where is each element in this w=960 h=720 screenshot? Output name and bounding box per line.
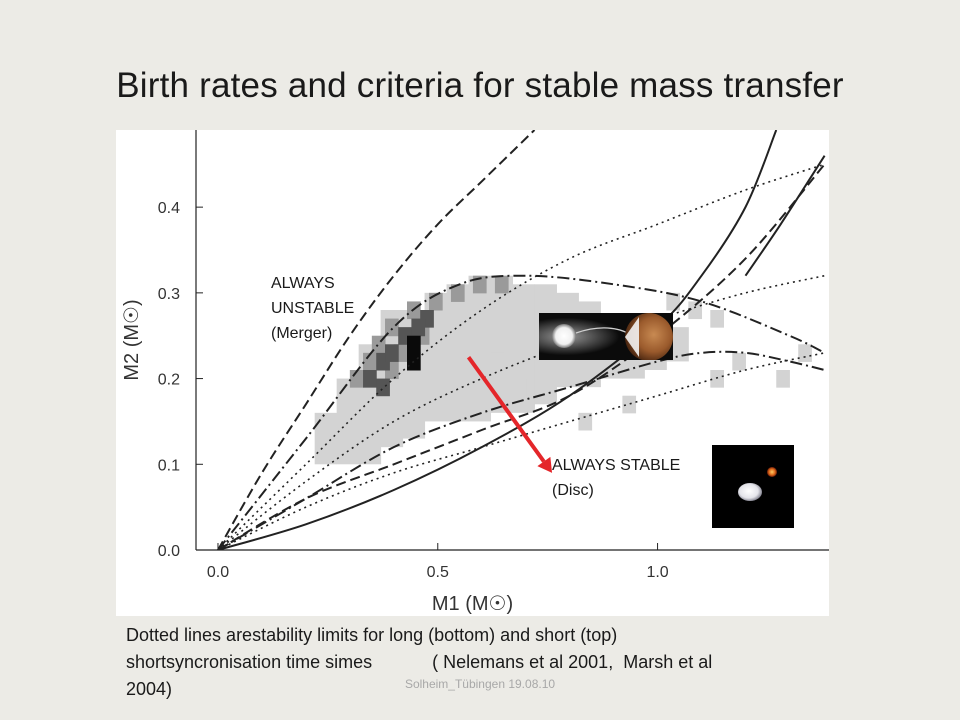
disc-illustration-image [712, 445, 794, 528]
solid-curve [744, 155, 826, 277]
density-cell [336, 378, 360, 465]
density-cell [407, 335, 421, 354]
caption-line-2: shortsyncronisation time simes ( Neleman… [126, 652, 713, 672]
y-tick-label: 0.0 [158, 543, 180, 560]
slide-footer: Solheim_Tübingen 19.08.10 [404, 677, 556, 691]
y-tick-label: 0.1 [158, 457, 180, 474]
density-cell [622, 395, 637, 414]
density-cell [376, 378, 390, 397]
dotted-curve [217, 163, 825, 550]
red-arrow-shaft [466, 355, 546, 463]
density-cell [710, 370, 724, 388]
chart-figure: 0.0 0.5 1.0 0.0 0.1 0.2 0.3 0.4 M1 (M☉) M2 (M☉) A… [116, 130, 829, 616]
unstable-label-line3: (Merger) [271, 325, 333, 342]
density-cell [468, 275, 492, 422]
density-cell [710, 310, 724, 328]
merger-illustration-image [539, 313, 673, 360]
dashdot-curve [217, 350, 825, 550]
density-cell [798, 344, 812, 362]
y-tick-label: 0.4 [158, 200, 180, 217]
stable-label-line1: ALWAYS STABLE [552, 457, 681, 474]
unstable-label-line1: ALWAYS [271, 275, 335, 292]
red-arrow-head [537, 456, 553, 473]
dashdot-curve [217, 274, 826, 550]
density-cell [688, 301, 703, 320]
density-cell [411, 318, 426, 337]
density-cell [512, 378, 527, 397]
y-axis-label: M2 (M☉) [121, 299, 143, 380]
density-cell [314, 412, 338, 465]
density-cell [578, 412, 593, 431]
y-tick-label: 0.3 [158, 286, 180, 303]
x-tick-label: 0.0 [207, 564, 229, 581]
density-cell [446, 284, 470, 422]
density-cell [494, 275, 509, 294]
density-cell [363, 370, 377, 388]
caption-line-1: Dotted lines arestability limits for lon… [126, 625, 618, 645]
stable-region-label: ALWAYS STABLE (Disc) [552, 453, 680, 503]
density-cell [732, 352, 746, 371]
x-tick-label: 0.5 [427, 564, 449, 581]
chart-plot: 0.0 0.5 1.0 0.0 0.1 0.2 0.3 0.4 M1 (M☉) M2 (M☉) [121, 130, 829, 615]
caption-line-3: 2004) [126, 679, 173, 699]
dotted-curve [217, 274, 825, 550]
slide-title: Birth rates and criteria for stable mass… [116, 66, 844, 105]
density-cell [776, 370, 790, 388]
dashed-curve [217, 163, 826, 550]
dashed-curve [217, 130, 536, 550]
stable-label-line2: (Disc) [552, 482, 594, 499]
density-cell [490, 275, 513, 413]
density-cell [490, 352, 505, 371]
density-cell [666, 292, 681, 311]
x-tick-label: 1.0 [646, 564, 668, 581]
density-cell [385, 344, 399, 362]
figure-caption: Dotted lines arestability limits for lon… [126, 622, 846, 703]
density-cell [385, 318, 399, 337]
unstable-region-label: ALWAYS UNSTABLE (Merger) [271, 271, 354, 346]
x-axis-label: M1 (M☉) [432, 593, 513, 615]
y-tick-label: 0.2 [158, 372, 180, 389]
solid-curve [217, 130, 778, 550]
dotted-curve [217, 352, 825, 550]
density-cell [450, 284, 465, 302]
unstable-label-line2: UNSTABLE [271, 300, 355, 317]
